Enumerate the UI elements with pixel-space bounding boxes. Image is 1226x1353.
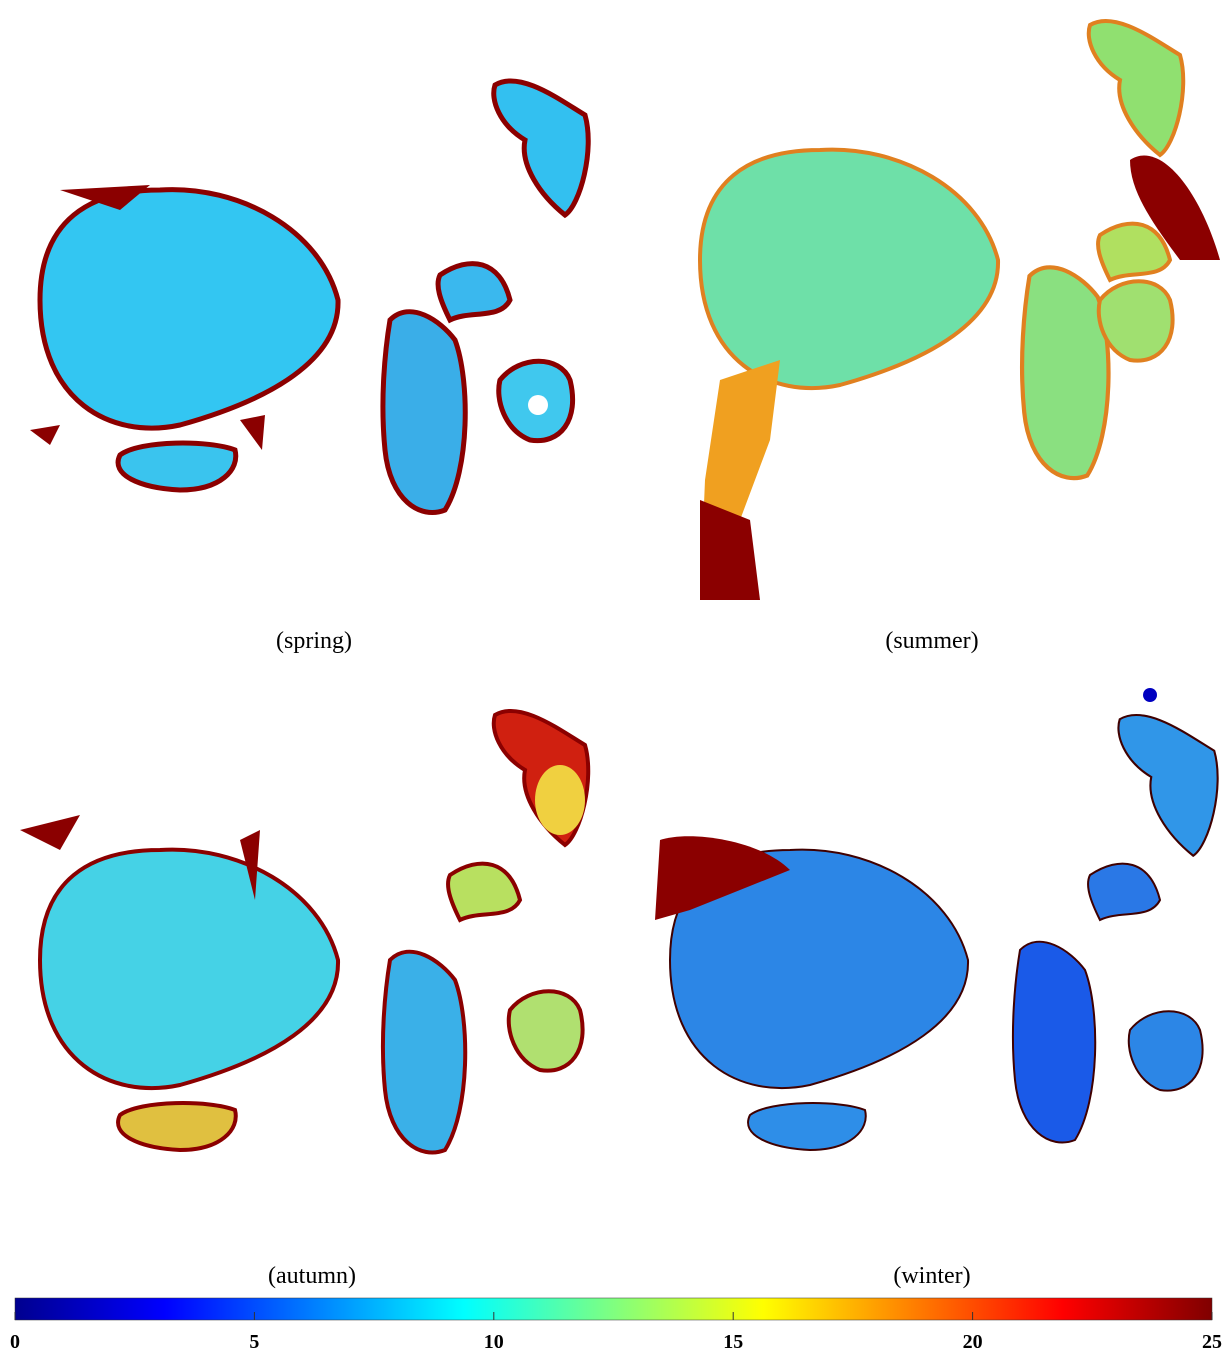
tick-label: 20: [963, 1331, 983, 1353]
colorbar: [15, 1298, 1212, 1320]
map-autumn: [20, 711, 588, 1153]
tick-label: 10: [484, 1331, 504, 1353]
panel-label: (spring): [276, 628, 352, 654]
panel-label: (summer): [885, 628, 978, 654]
panel-label: (autumn): [268, 1263, 356, 1289]
tick-label: 15: [723, 1331, 743, 1353]
tick-label: 0: [10, 1331, 20, 1353]
tick-label: 5: [249, 1331, 259, 1353]
panel-label: (winter): [893, 1263, 970, 1289]
tick-label: 25: [1202, 1331, 1222, 1353]
figure: (spring) (summer) (autumn) (winter) 0 5 10…: [0, 0, 1226, 1353]
map-summer: [700, 21, 1220, 600]
map-spring: [30, 81, 588, 513]
map-winter: [655, 688, 1218, 1150]
